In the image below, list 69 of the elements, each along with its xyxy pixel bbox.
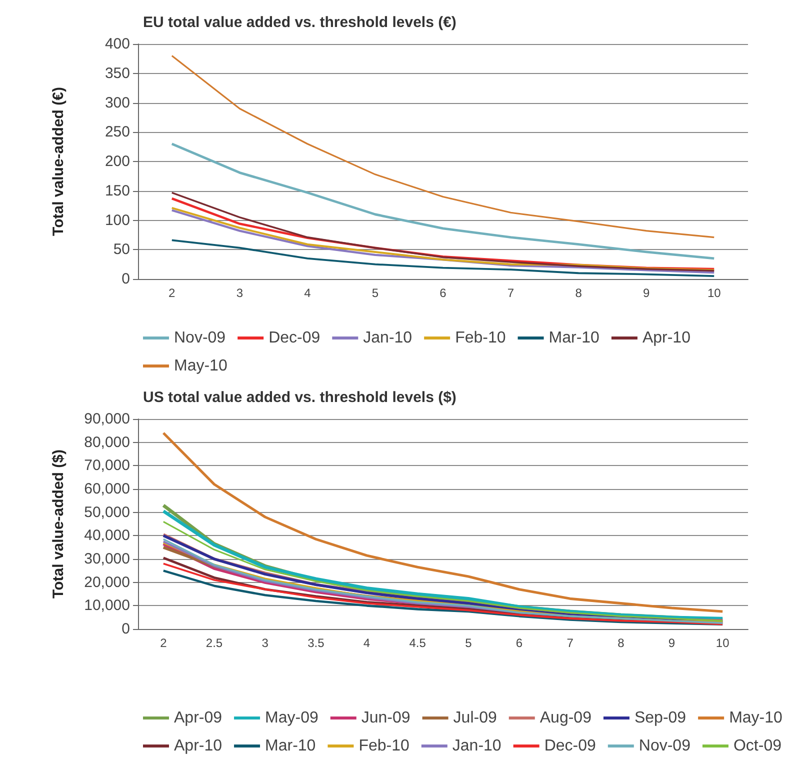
legend-label: Feb-10 — [358, 738, 410, 754]
x-tick-label: 3.5 — [308, 636, 325, 650]
legend-label: Apr-09 — [174, 710, 222, 726]
x-tick-label: 3 — [236, 286, 244, 300]
legend-label: Nov-09 — [174, 330, 226, 346]
legend-label: May-10 — [729, 710, 783, 726]
x-tick-label: 6 — [440, 286, 447, 300]
y-tick-label: 150 — [104, 182, 130, 200]
y-tick-label: 100 — [104, 212, 130, 229]
y-tick-label: 350 — [104, 64, 130, 82]
legend-label: Apr-10 — [642, 330, 691, 346]
y-tick-label: 70,000 — [84, 457, 130, 474]
legend-label: Mar-10 — [548, 330, 600, 346]
y-tick-label: 400 — [104, 36, 130, 52]
x-tick-label: 9 — [668, 636, 676, 650]
chart-title: US total value added vs. threshold levels ($) — [143, 389, 456, 406]
legend-label: Jun-09 — [361, 710, 410, 726]
y-tick-label: 200 — [104, 153, 130, 170]
x-tick-label: 5 — [465, 636, 472, 650]
x-tick-label: 3 — [262, 636, 269, 650]
y-axis-title: Total value-added (€) — [50, 87, 67, 236]
y-axis-title: Total value-added ($) — [50, 450, 67, 598]
y-tick-label: 250 — [104, 124, 130, 141]
legend-label: Oct-09 — [733, 738, 782, 754]
x-tick-label: 10 — [716, 636, 730, 650]
legend-label: May-09 — [265, 710, 318, 726]
line-series — [170, 239, 716, 278]
legend-label: Dec-09 — [268, 330, 320, 346]
x-tick-label: 2.5 — [206, 636, 223, 650]
y-tick-label: 80,000 — [84, 434, 130, 451]
legend-label: Mar-10 — [265, 738, 316, 754]
y-tick-label: 60,000 — [84, 480, 130, 498]
legend-label: Sep-09 — [634, 710, 686, 726]
line-series — [171, 54, 715, 238]
y-tick-label: 300 — [104, 94, 130, 112]
legend-label: Jan-10 — [363, 330, 412, 346]
legend-label: Feb-10 — [455, 330, 506, 346]
y-tick-label: 10,000 — [84, 597, 130, 614]
x-tick-label: 4 — [304, 286, 312, 300]
y-tick-label: 30,000 — [84, 550, 130, 568]
y-tick-label: 50 — [113, 241, 130, 258]
legend-label: May-10 — [174, 358, 228, 374]
legend-label: Aug-09 — [540, 710, 592, 726]
legend-label: Apr-10 — [174, 738, 222, 754]
y-tick-label: 90,000 — [84, 410, 130, 428]
y-tick-label: 40,000 — [84, 527, 130, 544]
y-tick-label: 0 — [122, 620, 130, 638]
x-tick-label: 6 — [516, 636, 523, 650]
x-tick-label: 7 — [507, 286, 514, 300]
x-tick-label: 9 — [642, 286, 650, 300]
x-tick-label: 4.5 — [409, 636, 426, 650]
line-series — [170, 142, 716, 260]
x-tick-label: 7 — [566, 636, 574, 650]
x-tick-label: 2 — [160, 636, 168, 650]
legend-label: Jul-09 — [453, 710, 497, 726]
line-series — [162, 432, 724, 613]
y-tick-label: 0 — [122, 270, 130, 288]
legend-label: Nov-09 — [638, 738, 691, 754]
legend-label: Dec-09 — [544, 738, 596, 754]
x-tick-label: 8 — [618, 636, 625, 650]
x-tick-label: 5 — [372, 286, 379, 300]
x-tick-label: 2 — [168, 286, 176, 300]
y-tick-label: 20,000 — [84, 574, 130, 591]
x-tick-label: 4 — [363, 636, 370, 650]
chart-title: EU total value added vs. threshold levels (€) — [143, 14, 456, 31]
y-tick-label: 50,000 — [84, 504, 130, 521]
legend-label: Jan-10 — [452, 738, 502, 754]
x-tick-label: 8 — [575, 286, 582, 300]
x-tick-label: 10 — [707, 286, 722, 300]
